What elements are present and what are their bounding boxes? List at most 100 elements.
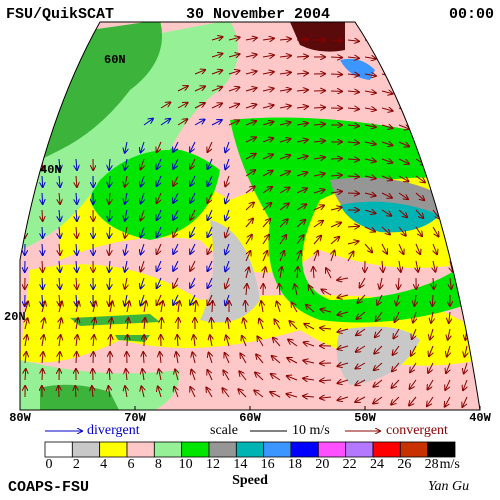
wind-arrow	[320, 380, 332, 381]
wind-arrow	[398, 57, 410, 60]
wind-arrow	[447, 345, 450, 357]
wind-arrow	[446, 362, 450, 373]
time: 00:00	[449, 6, 494, 23]
colorbar-label: 26	[397, 457, 411, 472]
wind-arrow	[466, 311, 467, 323]
colorbar-title: Speed	[232, 473, 268, 488]
wind-arrow	[374, 345, 383, 354]
wind-arrow	[279, 39, 291, 40]
wind-arrow	[210, 335, 212, 347]
legend-scale: scale	[210, 423, 238, 438]
wind-arrow	[432, 90, 443, 96]
wind-arrow	[449, 73, 460, 79]
wind-arrow	[450, 260, 453, 272]
wind-arrow	[326, 268, 332, 279]
wind-arrow	[296, 73, 308, 74]
wind-arrow	[109, 243, 110, 255]
colorbar-box	[99, 441, 128, 458]
wind-arrow	[109, 192, 110, 204]
wind-arrow	[59, 318, 61, 330]
wind-arrow	[225, 243, 229, 254]
wind-arrow	[398, 209, 407, 217]
wind-arrow	[59, 260, 60, 272]
wind-arrow	[245, 202, 254, 211]
wind-arrow	[381, 192, 392, 198]
wind-arrow	[381, 243, 387, 254]
wind-arrow	[309, 285, 315, 296]
wind-arrow	[296, 188, 307, 194]
wind-arrow	[304, 324, 315, 330]
wind-arrow	[364, 243, 372, 252]
wind-arrow	[262, 55, 274, 57]
wind-arrow	[245, 170, 255, 177]
wind-arrow	[313, 205, 324, 211]
wind-arrow	[76, 260, 77, 272]
wind-arrow	[59, 352, 60, 364]
wind-arrow	[466, 124, 476, 132]
wind-arrow	[142, 369, 144, 381]
wind-arrow	[279, 188, 290, 194]
wind-arrow	[432, 56, 443, 61]
wind-arrow	[286, 394, 298, 397]
wind-arrow	[381, 91, 393, 94]
lon-label: 40W	[469, 411, 491, 425]
wind-arrow	[415, 209, 423, 218]
wind-arrow	[466, 107, 476, 114]
wind-arrow	[279, 155, 290, 159]
wind-arrow	[59, 226, 60, 238]
wind-arrow	[191, 370, 195, 381]
wind-arrow	[467, 260, 470, 272]
wind-arrow	[173, 209, 179, 220]
wind-arrow	[76, 243, 77, 255]
wind-arrow	[415, 175, 425, 182]
colorbar-label: 24	[370, 457, 384, 472]
wind-arrow	[228, 120, 239, 126]
wind-arrow	[347, 193, 359, 194]
wind-arrow	[76, 226, 77, 238]
wind-arrow	[313, 221, 323, 228]
wind-arrow	[93, 318, 95, 330]
wind-arrow	[279, 171, 290, 177]
wind-arrow	[430, 328, 433, 340]
wind-arrow	[393, 345, 400, 355]
wind-arrow	[190, 141, 196, 152]
wind-arrow	[321, 289, 332, 296]
wind-arrow	[173, 175, 179, 186]
wind-arrow	[76, 335, 77, 347]
wind-arrow	[207, 158, 213, 169]
wind-arrow	[225, 175, 229, 186]
wind-arrow	[262, 154, 273, 160]
wind-arrow	[157, 141, 162, 152]
wind-arrow	[207, 277, 213, 288]
wind-arrow	[381, 176, 392, 180]
wind-arrow	[190, 175, 196, 186]
wind-arrow	[255, 372, 264, 381]
colorbar-box	[153, 441, 183, 458]
wind-arrow	[398, 125, 409, 129]
wind-arrow	[356, 311, 366, 319]
wind-arrow	[279, 139, 291, 142]
legend-scale-value: 10 m/s	[292, 423, 330, 438]
wind-arrow	[245, 55, 257, 57]
wind-arrow	[263, 267, 265, 279]
colorbar-box	[208, 441, 237, 458]
wind-arrow	[173, 277, 179, 288]
wind-arrow	[157, 158, 162, 169]
wind-arrow	[125, 243, 127, 255]
wind-arrow	[173, 158, 179, 169]
wind-arrow	[109, 226, 110, 238]
wind-arrow	[125, 141, 127, 153]
wind-arrow	[466, 39, 477, 45]
wind-arrow	[449, 107, 459, 114]
colorbar: 0 2 4 6 8 10 12 14 16 18 20 22 24 26 28 m/s	[44, 441, 460, 472]
wind-arrow	[364, 193, 376, 196]
wind-arrow	[194, 103, 205, 109]
wind-arrow	[347, 125, 359, 126]
wind-arrow	[59, 335, 61, 347]
wind-arrow	[225, 277, 229, 288]
wind-arrow	[245, 251, 250, 262]
wind-arrow	[228, 71, 239, 74]
lat-label: 20N	[4, 310, 26, 324]
wind-arrow	[296, 220, 305, 228]
wind-arrow	[432, 226, 439, 237]
